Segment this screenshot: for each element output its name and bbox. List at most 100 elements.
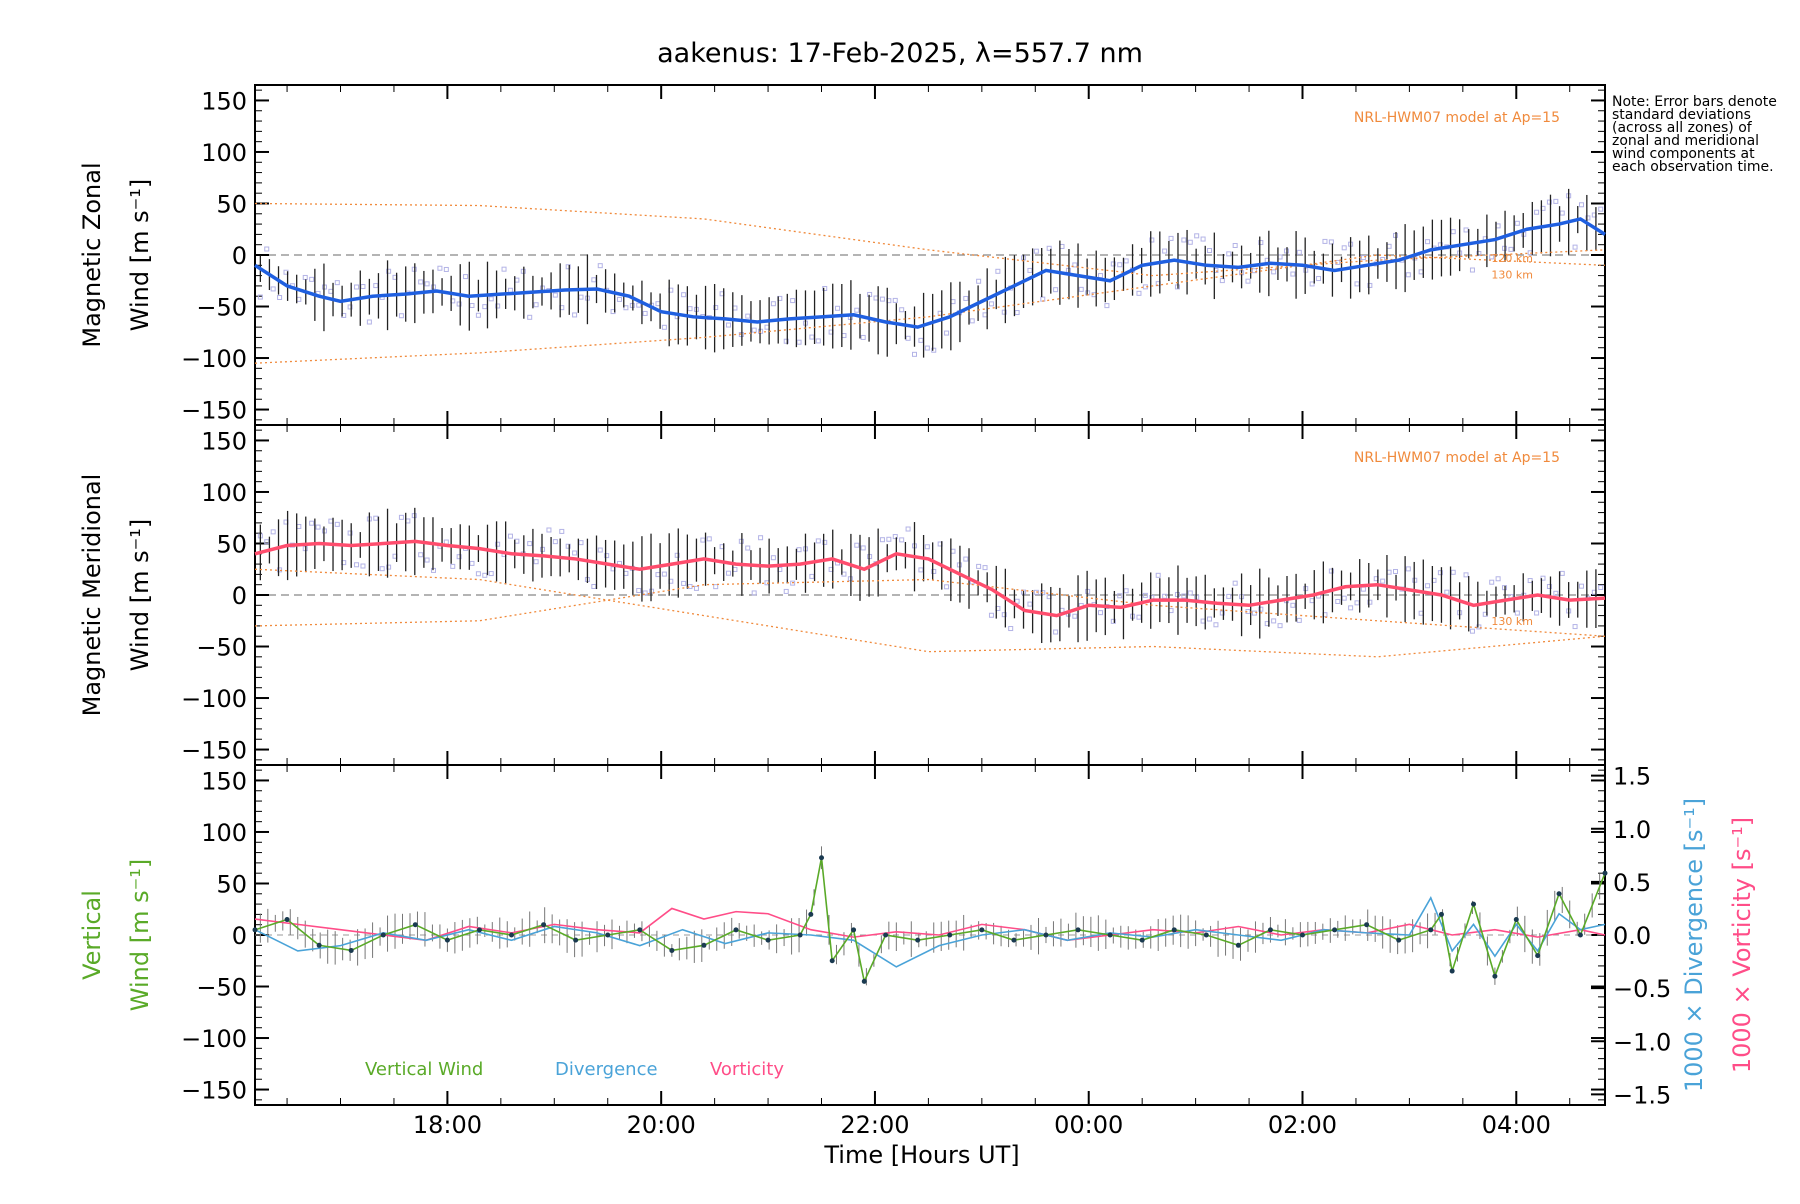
vertical-wind-point — [1267, 927, 1273, 933]
scatter-point — [726, 322, 732, 328]
scatter-point — [1463, 572, 1469, 578]
scatter-point — [841, 333, 847, 339]
scatter-point — [482, 304, 488, 310]
scatter-point — [1194, 233, 1200, 239]
vertical-wind-point — [316, 942, 322, 948]
scatter-point — [578, 294, 584, 300]
model-altitude-label: 120 km — [1491, 252, 1533, 265]
vertical-wind-point — [819, 855, 825, 861]
y-axis-unit-zonal: Wind [m s⁻¹] — [126, 179, 154, 331]
scatter-point — [315, 524, 321, 530]
right-tick-label: 0.0 — [1613, 922, 1651, 950]
legend-entry-vorticity: Vorticity — [710, 1059, 784, 1080]
scatter-point — [546, 527, 552, 533]
y-axis-unit-vertical: Wind [m s⁻¹] — [126, 859, 154, 1011]
scatter-point — [1572, 624, 1578, 630]
x-tick-label: 04:00 — [1482, 1111, 1551, 1139]
scatter-point — [1463, 227, 1469, 233]
scatter-point — [1232, 242, 1238, 248]
scatter-point — [1027, 267, 1033, 273]
y-tick-label-meridional: 100 — [201, 479, 247, 507]
vertical-wind-point — [1364, 922, 1370, 928]
scatter-point — [1534, 209, 1540, 215]
scatter-point — [770, 301, 776, 307]
scatter-point — [488, 296, 494, 302]
scatter-point — [1437, 570, 1443, 576]
scatter-point — [1078, 286, 1084, 292]
scatter-point — [405, 518, 411, 524]
scatter-point — [507, 287, 513, 293]
scatter-point — [687, 306, 693, 312]
scatter-point — [1316, 276, 1322, 282]
scatter-point — [1341, 595, 1347, 601]
scatter-point — [924, 345, 930, 351]
y-tick-label-vertical: 0 — [232, 922, 247, 950]
scatter-point — [334, 280, 340, 286]
scatter-point — [1014, 310, 1020, 316]
scatter-point — [1226, 251, 1232, 257]
scatter-point — [944, 330, 950, 336]
scatter-point — [1425, 239, 1431, 245]
scatter-point — [572, 312, 578, 318]
scatter-point — [758, 535, 764, 541]
scatter-point — [514, 277, 520, 283]
scatter-point — [1110, 261, 1116, 267]
scatter-point — [931, 568, 937, 574]
scatter-point — [841, 571, 847, 577]
scatter-point — [674, 552, 680, 558]
mean-wind-line-meridional — [254, 539, 1606, 618]
scatter-point — [469, 560, 475, 566]
scatter-point — [822, 539, 828, 545]
scatter-point — [1354, 600, 1360, 606]
scatter-point — [1258, 240, 1264, 246]
scatter-point — [264, 246, 270, 252]
scatter-point — [424, 557, 430, 563]
x-tick-label: 20:00 — [627, 1111, 696, 1139]
scatter-point — [1251, 268, 1257, 274]
scatter-point — [655, 572, 661, 578]
mean-wind-line-zonal — [254, 217, 1606, 329]
scatter-point — [1168, 608, 1174, 614]
scatter-point — [597, 263, 603, 269]
scatter-point — [1476, 251, 1482, 257]
scatter-point — [732, 305, 738, 311]
scatter-point — [1181, 237, 1187, 243]
scatter-point — [1578, 202, 1584, 208]
y-tick-label-zonal: 100 — [201, 139, 247, 167]
scatter-point — [835, 305, 841, 311]
scatter-point — [591, 583, 597, 589]
y-tick-label-meridional: 150 — [201, 427, 247, 455]
vertical-wind-point — [1139, 937, 1145, 943]
scatter-point — [1559, 570, 1565, 576]
scatter-point — [1290, 271, 1296, 277]
scatter-point — [1008, 626, 1014, 632]
scatter-point — [398, 514, 404, 520]
scatter-point — [1162, 593, 1168, 599]
scatter-point — [495, 303, 501, 309]
scatter-point — [1059, 243, 1065, 249]
scatter-point — [1425, 583, 1431, 589]
vertical-wind-point — [765, 937, 771, 943]
x-axis-label: Time [Hours UT] — [823, 1141, 1019, 1169]
scatter-point — [1155, 572, 1161, 578]
scatter-point — [604, 553, 610, 559]
scatter-point — [713, 305, 719, 311]
scatter-point — [1277, 254, 1283, 260]
scatter-point — [1219, 278, 1225, 284]
vertical-wind-point — [797, 932, 803, 938]
scatter-point — [1309, 281, 1315, 287]
vertical-wind-point — [1602, 870, 1608, 876]
scatter-point — [501, 266, 507, 272]
scatter-point — [1296, 249, 1302, 255]
scatter-point — [552, 539, 558, 545]
scatter-point — [700, 537, 706, 543]
scatter-point — [1053, 287, 1059, 293]
scatter-point — [1380, 578, 1386, 584]
scatter-point — [681, 292, 687, 298]
scatter-point — [623, 570, 629, 576]
scatter-point — [270, 286, 276, 292]
scatter-point — [988, 612, 994, 618]
scatter-point — [1271, 269, 1277, 275]
scatter-point — [860, 334, 866, 340]
